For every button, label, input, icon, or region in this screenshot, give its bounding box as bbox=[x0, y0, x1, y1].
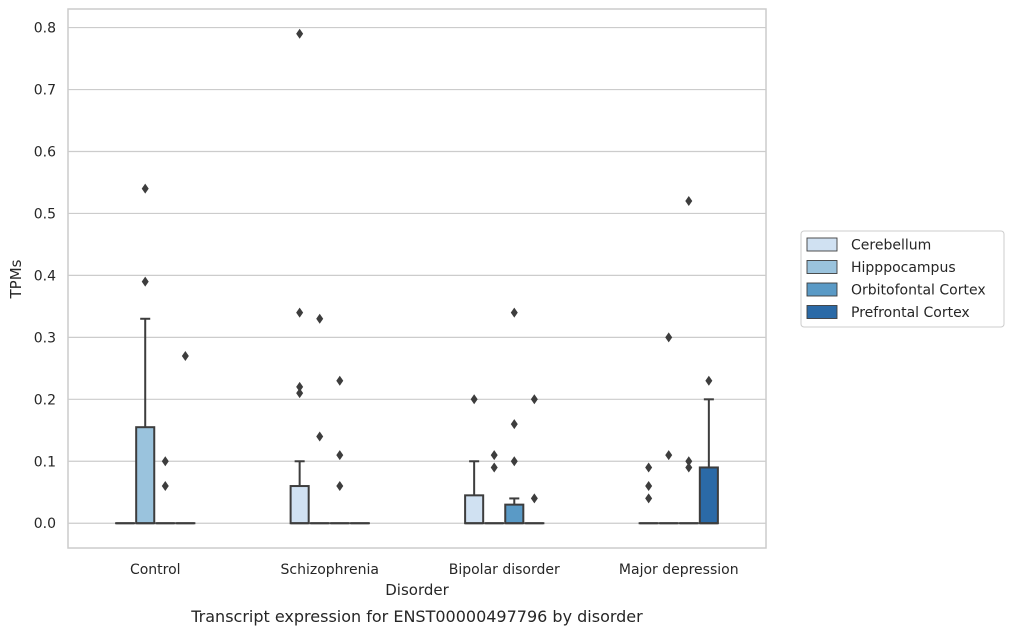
y-tick-label: 0.7 bbox=[34, 83, 56, 99]
legend-swatch bbox=[806, 260, 838, 274]
outlier-point bbox=[296, 28, 304, 39]
outlier-point bbox=[141, 276, 149, 287]
legend-label: Prefrontal Cortex bbox=[851, 305, 970, 321]
box-group bbox=[329, 375, 350, 525]
box-group bbox=[309, 313, 330, 525]
box-group bbox=[638, 462, 659, 525]
outlier-point bbox=[645, 493, 653, 504]
legend-label: Hipppocampus bbox=[851, 260, 956, 276]
y-tick-label: 0.3 bbox=[34, 330, 56, 346]
legend-swatch bbox=[806, 305, 838, 319]
box-rect bbox=[289, 485, 310, 525]
outlier-point bbox=[296, 381, 304, 392]
box-group bbox=[524, 394, 545, 525]
outlier-point bbox=[316, 313, 324, 324]
outlier-point bbox=[665, 332, 673, 343]
y-tick-label: 0.2 bbox=[34, 392, 56, 408]
box-group bbox=[678, 196, 699, 525]
outlier-point bbox=[490, 450, 498, 461]
legend-swatch bbox=[806, 282, 838, 297]
outlier-point bbox=[530, 394, 538, 405]
plot-area-background bbox=[68, 9, 766, 548]
outlier-point bbox=[470, 394, 478, 405]
outlier-point bbox=[296, 307, 304, 318]
outlier-point bbox=[705, 375, 713, 386]
y-tick-label: 0.5 bbox=[34, 206, 56, 222]
outlier-point bbox=[181, 350, 189, 361]
y-tick-label: 0.0 bbox=[34, 516, 56, 532]
x-tick-label: Bipolar disorder bbox=[449, 562, 560, 578]
legend: Cerebellum Hipppocampus Orbitofontal Corte… bbox=[800, 230, 1005, 328]
y-tick-label: 0.6 bbox=[34, 144, 56, 160]
outlier-point bbox=[336, 481, 344, 492]
box-group bbox=[289, 28, 310, 525]
chart-caption: Transcript expression for ENST0000049779… bbox=[190, 607, 643, 626]
box-group bbox=[155, 456, 176, 525]
y-tick-label: 0.4 bbox=[34, 268, 56, 284]
outlier-point bbox=[510, 419, 518, 430]
x-tick-label: Control bbox=[130, 562, 181, 578]
x-axis-ticks: Control Schizophrenia Bipolar disorder Majo… bbox=[130, 562, 739, 578]
outlier-point bbox=[510, 307, 518, 318]
legend-label: Cerebellum bbox=[851, 238, 931, 254]
box-plot-marks bbox=[115, 28, 719, 525]
legend-frame bbox=[800, 230, 1005, 328]
outlier-point bbox=[530, 493, 538, 504]
outlier-point bbox=[490, 462, 498, 473]
outlier-point bbox=[336, 375, 344, 386]
box-group bbox=[698, 375, 719, 525]
box-rect bbox=[698, 466, 719, 525]
box-group bbox=[135, 183, 156, 525]
box-rect bbox=[135, 426, 156, 525]
x-tick-label: Schizophrenia bbox=[281, 562, 379, 578]
y-tick-label: 0.1 bbox=[34, 454, 56, 470]
box-rect bbox=[504, 503, 525, 525]
outlier-point bbox=[161, 481, 169, 492]
box-group bbox=[504, 307, 525, 525]
outlier-point bbox=[685, 196, 693, 207]
outlier-point bbox=[685, 462, 693, 473]
outlier-point bbox=[510, 456, 518, 467]
box-group bbox=[484, 450, 505, 525]
plot-area-frame bbox=[67, 8, 767, 549]
outlier-point bbox=[665, 450, 673, 461]
outlier-point bbox=[161, 456, 169, 467]
outlier-point bbox=[645, 462, 653, 473]
x-tick-label: Major depression bbox=[619, 562, 739, 578]
legend-swatch bbox=[806, 237, 838, 252]
box-group bbox=[175, 350, 196, 525]
outlier-point bbox=[141, 183, 149, 194]
box-rect bbox=[464, 494, 485, 525]
box-group bbox=[464, 394, 485, 525]
outlier-point bbox=[316, 431, 324, 442]
outlier-point bbox=[336, 450, 344, 461]
y-tick-label: 0.8 bbox=[34, 21, 56, 37]
outlier-point bbox=[685, 456, 693, 467]
legend-label: Orbitofontal Cortex bbox=[851, 283, 986, 299]
x-axis-label: Disorder bbox=[385, 581, 449, 599]
y-axis-label: TPMs bbox=[7, 259, 25, 299]
outlier-point bbox=[296, 388, 304, 399]
outlier-point bbox=[645, 481, 653, 492]
y-axis-ticks: 0.0 0.1 0.2 0.3 0.4 0.5 0.6 0.7 0.8 bbox=[34, 21, 56, 533]
box-group bbox=[658, 332, 679, 525]
